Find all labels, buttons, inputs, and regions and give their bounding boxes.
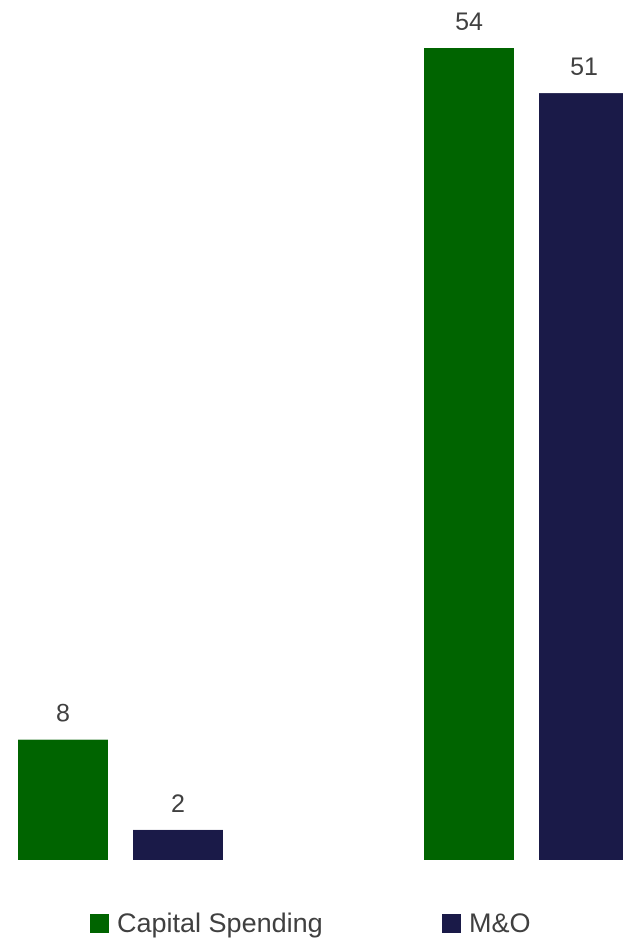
value-label-m-o-1: 2 bbox=[171, 790, 185, 818]
bars-group bbox=[18, 48, 623, 861]
legend-swatch-capital-spending bbox=[90, 913, 109, 933]
value-label-m-o-2: 51 bbox=[570, 53, 598, 81]
bar-m-o-1 bbox=[133, 829, 223, 860]
value-labels-group: 8 54 2 51 bbox=[56, 8, 598, 818]
value-label-capital-spending-2: 54 bbox=[455, 8, 483, 36]
bar-chart: 8 54 2 51 bbox=[18, 8, 623, 861]
legend: Capital Spending M&O bbox=[0, 905, 623, 941]
legend-item-capital-spending: Capital Spending bbox=[90, 905, 323, 941]
bar-capital-spending-1 bbox=[18, 739, 108, 860]
legend-swatch-mo bbox=[442, 913, 461, 933]
bar-m-o-2 bbox=[539, 93, 623, 861]
bar-capital-spending-2 bbox=[424, 48, 514, 860]
legend-label-mo: M&O bbox=[469, 907, 531, 938]
legend-item-mo: M&O bbox=[442, 905, 531, 941]
legend-label-capital-spending: Capital Spending bbox=[117, 907, 323, 938]
value-label-capital-spending-1: 8 bbox=[56, 700, 70, 728]
